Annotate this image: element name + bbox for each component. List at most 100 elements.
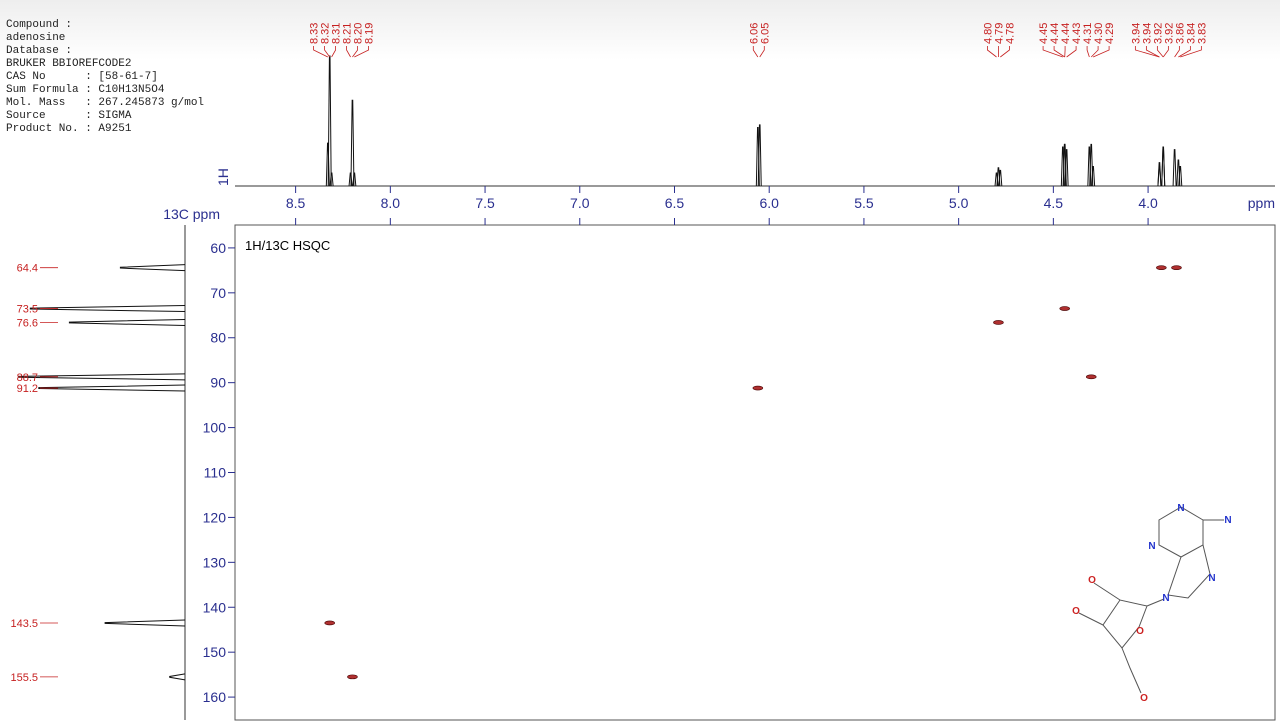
info-line: Compound : (6, 19, 72, 31)
peak-1h-connector (1092, 46, 1110, 58)
peak-1h-connector (1162, 46, 1169, 58)
peak-1h-connector (1090, 46, 1099, 58)
peak-1h-connector (352, 46, 358, 58)
cross-peak (993, 320, 1004, 325)
peak-1h-label: 8.32 (320, 23, 332, 44)
peak-1h (1161, 149, 1166, 187)
peak-1h-connector (1174, 46, 1180, 58)
peak-1h-connector (759, 46, 765, 58)
peak-1h-label: 3.92 (1152, 23, 1164, 44)
peak-1h-label: 8.21 (342, 23, 354, 44)
peak-1h-connector (324, 46, 331, 58)
x-tick-label: 7.5 (475, 195, 495, 211)
peak-1h-connector (1156, 46, 1164, 58)
atom: O (1136, 626, 1144, 637)
peak-1h (329, 172, 334, 187)
molecule-atoms: N N N N N O O O O (1072, 503, 1232, 704)
peak-1h (350, 99, 355, 187)
peak-13c (38, 384, 186, 392)
peak-13c-label: 76.6 (17, 317, 38, 329)
peak-13c-label: 143.5 (10, 618, 38, 630)
peak-13c-label: 155.5 (10, 672, 38, 684)
info-line: Mol. Mass : 267.245873 g/mol (6, 97, 204, 109)
peak-1h-connector (1086, 46, 1090, 58)
bond (1078, 612, 1104, 626)
peak-1h-label: 4.30 (1093, 23, 1105, 44)
peak-1h-connector (987, 46, 997, 58)
x-tick-label: 6.0 (759, 195, 779, 211)
y-tick-label: 130 (203, 554, 227, 570)
peak-1h-connector (346, 46, 351, 58)
info-block: Compound : adenosine Database : BRUKER B… (6, 19, 204, 135)
bond (1146, 598, 1165, 607)
cross-peak (1156, 265, 1167, 270)
atom: N (1208, 573, 1215, 584)
peak-1h-label: 3.86 (1174, 23, 1186, 44)
peak-1h-label: 8.19 (364, 23, 376, 44)
x-tick-label: 6.5 (665, 195, 685, 211)
info-line: Database : (6, 45, 72, 57)
peak-1h-connector (1053, 46, 1065, 58)
peak-13c (17, 373, 186, 381)
info-line: Product No. : A9251 (6, 123, 132, 135)
molecule (1078, 506, 1224, 694)
projection-label: 1H (215, 168, 231, 186)
peak-1h-label: 4.45 (1038, 23, 1050, 44)
cross-peak (1059, 306, 1071, 311)
chart-title: 1H/13C HSQC (245, 238, 330, 253)
peak-1h (1089, 143, 1094, 187)
peak-1h (1157, 166, 1162, 187)
peak-1h-label: 4.80 (982, 23, 994, 44)
peak-1h-label: 4.44 (1049, 23, 1061, 44)
y-tick-label: 150 (203, 644, 227, 660)
peak-1h-connector (752, 46, 759, 58)
peak-1h-connector (1042, 46, 1063, 58)
y-tick-label: 70 (210, 285, 226, 301)
info-line: CAS No : [58-61-7] (6, 71, 158, 83)
peak-1h-label: 3.92 (1163, 23, 1175, 44)
atom: O (1140, 693, 1148, 704)
peak-1h (757, 124, 762, 187)
atom: O (1072, 606, 1080, 617)
x-tick-label: 5.5 (854, 195, 874, 211)
info-line: Source : SIGMA (6, 110, 132, 122)
y-tick-label: 90 (210, 375, 226, 391)
peak-1h (1064, 149, 1069, 187)
bond (1093, 582, 1121, 601)
peak-1h-label: 6.05 (759, 23, 771, 44)
peak-1h-connector (1180, 46, 1202, 58)
x-tick-label: 4.0 (1138, 195, 1158, 211)
peak-13c (29, 305, 186, 313)
peak-1h-connector (1066, 46, 1077, 58)
x-tick-label: 4.5 (1044, 195, 1064, 211)
peak-1h-label: 4.79 (993, 23, 1005, 44)
peak-13c (119, 264, 186, 272)
peak-1h-label: 8.31 (331, 23, 343, 44)
cross-peak (1171, 265, 1182, 270)
peak-1h-label: 4.29 (1104, 23, 1116, 44)
peak-1h (352, 172, 357, 187)
x-tick-label: 7.0 (570, 195, 590, 211)
peak-1h-connector (1000, 46, 1010, 58)
plot-area (234, 224, 1276, 721)
y-tick-label: 110 (204, 465, 227, 481)
x-tick-label: 5.0 (949, 195, 969, 211)
peak-1h-connector (313, 46, 328, 58)
peak-1h-connector (1134, 46, 1160, 58)
peak-1h-label: 4.31 (1082, 23, 1094, 44)
y-tick-label: 80 (210, 330, 226, 346)
y-tick-label: 120 (203, 509, 227, 525)
peak-13c (169, 673, 186, 681)
atom: N (1177, 503, 1184, 514)
atom: O (1088, 575, 1096, 586)
peak-13c-label: 91.2 (17, 383, 38, 395)
y-tick-label: 140 (203, 599, 227, 615)
info-line: adenosine (6, 32, 65, 44)
info-line: Sum Formula : C10H13N5O4 (6, 84, 165, 96)
y-tick-label: 60 (210, 240, 226, 256)
peak-1h (1178, 166, 1183, 187)
cross-peak (324, 620, 336, 626)
peak-1h-connector (1145, 46, 1160, 58)
peak-13c-label: 64.4 (17, 263, 38, 275)
info-line: BRUKER BBIOREFCODE2 (6, 58, 131, 70)
